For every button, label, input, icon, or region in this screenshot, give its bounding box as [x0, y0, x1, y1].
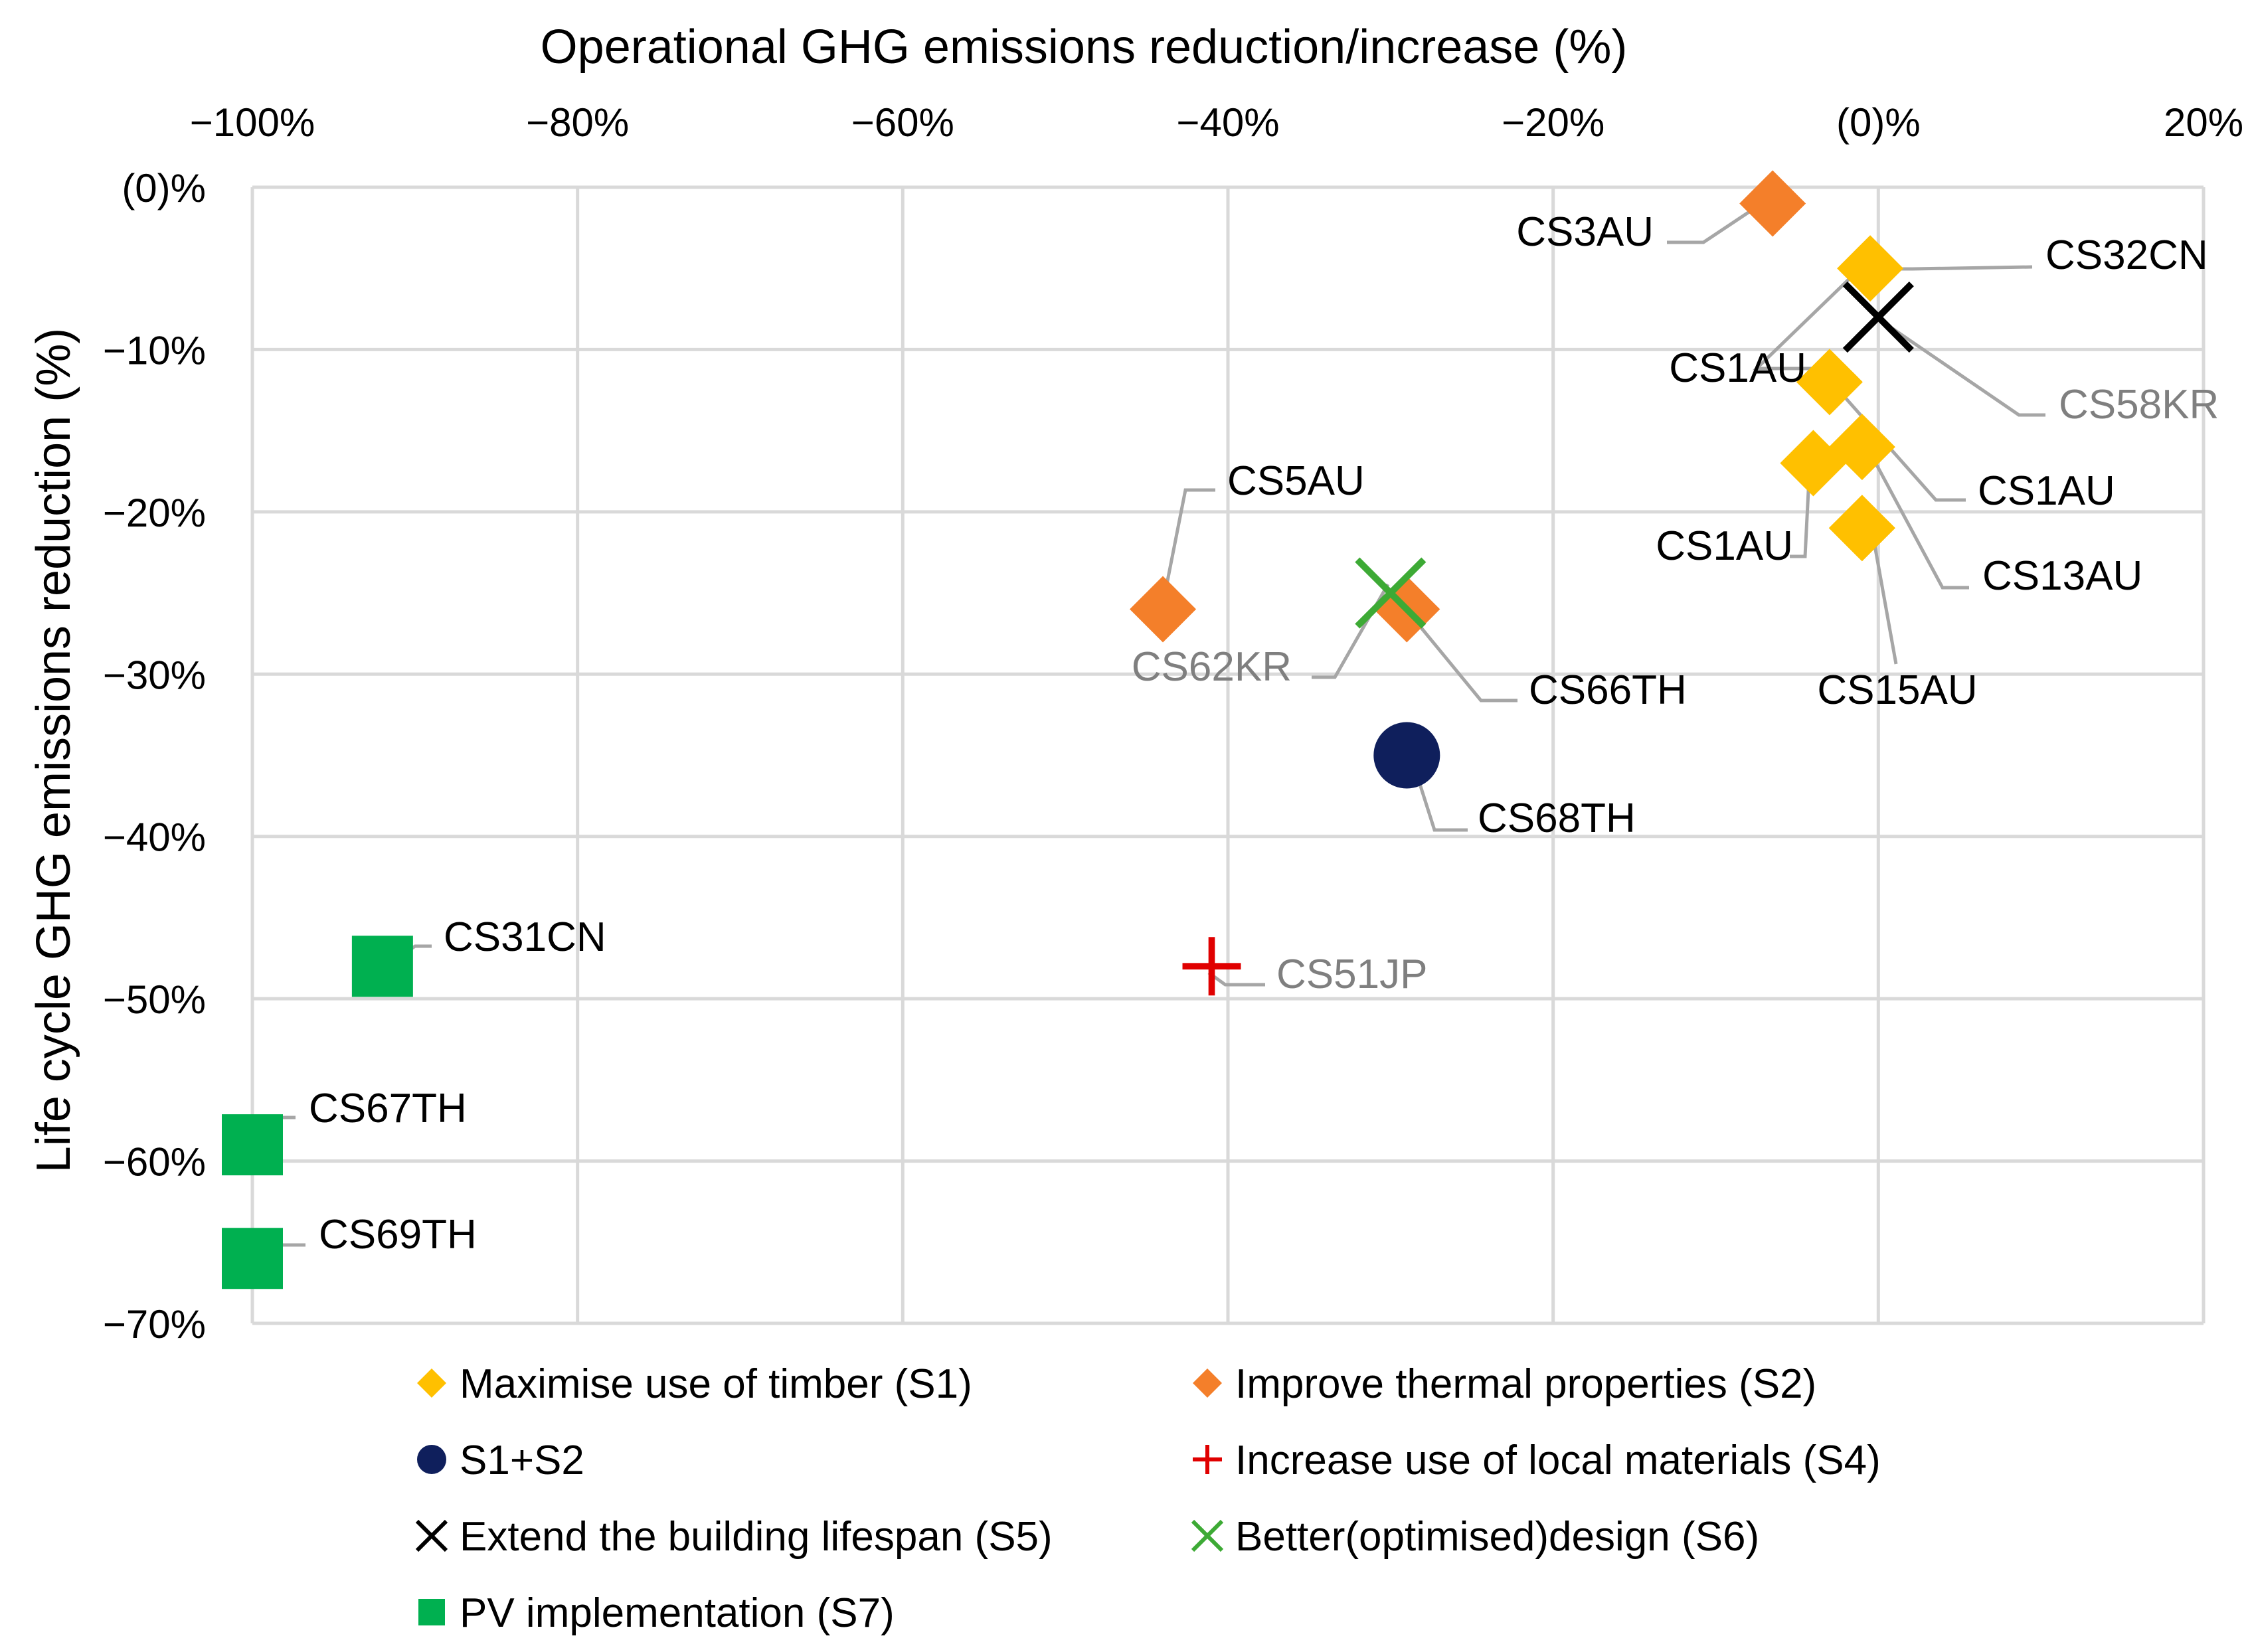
point-labels: CS32CN CS1AU CS1AU CS1AU CS13AU CS15AU CS3AU CS…	[309, 209, 2219, 1258]
point-cs3au	[1739, 170, 1806, 237]
legend: Maximise use of timber (S1) Improve therm…	[415, 1361, 1881, 1636]
point-label: CS31CN	[444, 914, 606, 960]
leader-line	[1867, 450, 1969, 590]
x-tick-label: 20%	[2164, 100, 2243, 145]
point-cs31cn	[351, 936, 413, 997]
legend-marker	[415, 1519, 448, 1552]
point-label: CS51JP	[1276, 951, 1427, 997]
legend-marker	[1193, 1445, 1222, 1474]
y-tick-label: −50%	[103, 977, 206, 1022]
legend-label: Improve thermal properties (S2)	[1235, 1361, 1816, 1407]
point-label: CS69TH	[319, 1212, 477, 1258]
legend-marker	[1191, 1519, 1224, 1552]
legend-label: S1+S2	[460, 1438, 584, 1483]
x-tick-label: (0)%	[1836, 100, 1921, 145]
legend-item: Maximise use of timber (S1)	[417, 1361, 972, 1407]
legend-label: Better(optimised)design (S6)	[1235, 1514, 1759, 1560]
leader-line	[1871, 534, 1898, 665]
x-tick-label: −20%	[1502, 100, 1604, 145]
x-tick-label: −80%	[526, 100, 629, 145]
legend-item: S1+S2	[417, 1438, 584, 1483]
leader-line	[1403, 606, 1517, 702]
point-cs69th	[222, 1228, 283, 1289]
point-cs15au	[1828, 495, 1895, 562]
y-tick-label: −40%	[103, 815, 206, 860]
y-tick-label: −30%	[103, 653, 206, 697]
point-label: CS66TH	[1529, 667, 1687, 713]
leader-line	[1790, 464, 1812, 558]
legend-item: Extend the building lifespan (S5)	[415, 1514, 1053, 1560]
point-cs1au	[1780, 430, 1847, 497]
x-axis-title: Operational GHG emissions reduction/incr…	[541, 21, 1628, 74]
y-tick-label: (0)%	[122, 166, 206, 210]
leader-line	[1160, 488, 1215, 608]
point-label: CS62KR	[1132, 644, 1292, 690]
point-cs32cn	[1837, 235, 1904, 302]
legend-marker	[417, 1368, 446, 1398]
legend-marker	[418, 1599, 445, 1625]
point-label: CS67TH	[309, 1086, 467, 1131]
point-cs58kr	[1842, 282, 1914, 353]
point-label: CS68TH	[1478, 795, 1636, 841]
x-tick-label: −100%	[190, 100, 315, 145]
point-label: CS3AU	[1516, 209, 1654, 255]
legend-item: Increase use of local materials (S4)	[1193, 1438, 1881, 1483]
point-cs1au	[1796, 349, 1863, 416]
legend-marker	[417, 1445, 446, 1474]
legend-label: Maximise use of timber (S1)	[460, 1361, 972, 1407]
point-cs5au	[1130, 576, 1197, 643]
point-label: CS1AU	[1669, 345, 1806, 391]
point-cs68th	[1373, 722, 1440, 789]
legend-marker	[1193, 1368, 1222, 1398]
y-tick-label: −20%	[103, 491, 206, 535]
legend-item: PV implementation (S7)	[418, 1590, 895, 1636]
x-tick-label: −40%	[1176, 100, 1279, 145]
y-tick-label: −10%	[103, 328, 206, 372]
y-tick-label: −70%	[103, 1302, 206, 1347]
point-cs51jp	[1182, 937, 1241, 996]
y-tick-labels: (0)% −10% −20% −30% −40% −50% −60% −70%	[103, 166, 206, 1347]
point-label: CS32CN	[2045, 232, 2208, 278]
point-label: CS58KR	[2059, 382, 2219, 428]
x-tick-labels: −100% −80% −60% −40% −20% (0)% 20%	[190, 100, 2243, 145]
point-label: CS5AU	[1227, 458, 1365, 504]
leader-line	[1752, 268, 1861, 371]
legend-item: Better(optimised)design (S6)	[1191, 1514, 1759, 1560]
x-tick-label: −60%	[851, 100, 954, 145]
point-label: CS15AU	[1817, 667, 1977, 713]
point-label: CS1AU	[1656, 523, 1793, 569]
y-tick-label: −60%	[103, 1140, 206, 1185]
legend-label: Extend the building lifespan (S5)	[460, 1514, 1053, 1560]
legend-item: Improve thermal properties (S2)	[1193, 1361, 1816, 1407]
point-label: CS1AU	[1978, 468, 2115, 514]
y-axis-title: Life cycle GHG emissions reduction (%)	[27, 328, 80, 1173]
leader-line	[1891, 327, 2045, 417]
point-cs62kr	[1355, 557, 1427, 629]
point-cs67th	[222, 1114, 283, 1176]
point-label: CS13AU	[1982, 553, 2142, 599]
legend-label: Increase use of local materials (S4)	[1235, 1438, 1881, 1483]
legend-label: PV implementation (S7)	[460, 1590, 895, 1636]
leader-line	[1667, 201, 1765, 244]
data-points	[222, 170, 1914, 1289]
